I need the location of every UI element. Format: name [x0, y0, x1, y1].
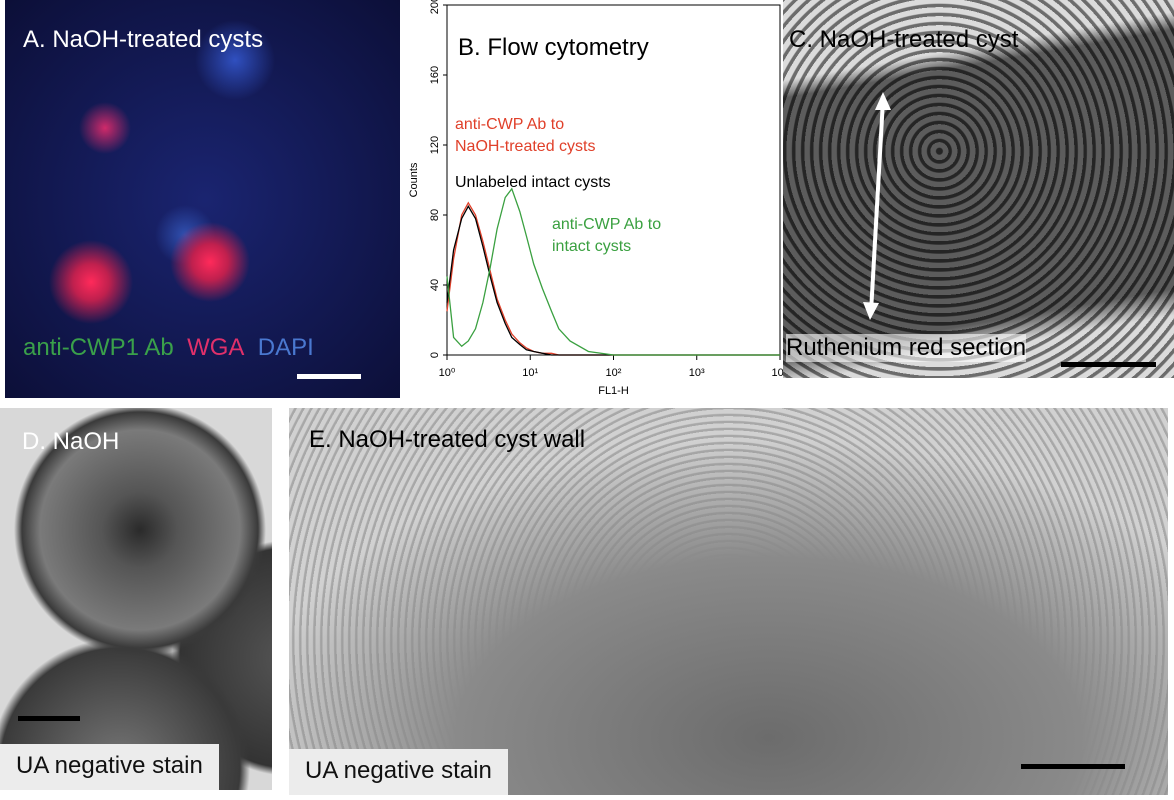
scale-bar	[297, 374, 361, 379]
stain-label: DAPI	[257, 334, 314, 361]
panel-title: A. NaOH-treated cysts	[23, 26, 264, 53]
scale-bar	[1061, 362, 1156, 367]
series-line	[446, 204, 780, 356]
x-tick-label: 10⁴	[772, 367, 783, 379]
panel-e: E. NaOH-treated cyst wall UA negative st…	[289, 408, 1168, 795]
y-tick-label: 80	[429, 209, 441, 221]
panel-caption: UA negative stain	[0, 744, 219, 790]
y-axis-label: Counts	[408, 162, 420, 197]
panel-a: A. NaOH-treated cysts anti-CWP1 Ab WGA D…	[5, 0, 400, 398]
series-label: anti-CWP Ab to intact cysts	[552, 216, 662, 255]
x-tick-label: 10²	[606, 367, 622, 379]
y-tick-label: 160	[429, 66, 441, 84]
stain-label: WGA	[187, 334, 245, 361]
x-tick-label: 10⁰	[439, 367, 456, 379]
series-label: anti-CWP Ab to NaOH-treated cysts	[455, 116, 596, 155]
panel-c: C. NaOH-treated cyst Ruthenium red secti…	[783, 0, 1174, 378]
panel-title: D. NaOH	[22, 428, 120, 455]
y-tick-label: 0	[429, 352, 441, 358]
panel-title: B. Flow cytometry	[458, 34, 649, 61]
panel-d: D. NaOH UA negative stain	[0, 408, 272, 790]
panel-title: C. NaOH-treated cyst	[789, 26, 1019, 53]
scale-bar	[1021, 764, 1125, 769]
panel-caption: UA negative stain	[289, 749, 508, 795]
flow-chart: 0 40 80 120 160 200 10⁰ 10¹ 10² 10³ 10⁴ FL1-H Counts	[408, 0, 783, 397]
y-tick-label: 200	[429, 0, 441, 14]
x-tick-label: 10³	[689, 367, 705, 379]
y-tick-label: 40	[429, 279, 441, 291]
panel-title: E. NaOH-treated cyst wall	[309, 426, 586, 453]
series-label: Unlabeled intact cysts	[455, 174, 611, 191]
stain-legend: anti-CWP1 Ab WGA DAPI	[23, 334, 314, 362]
series-line	[446, 187, 780, 356]
x-axis-label: FL1-H	[598, 385, 629, 397]
stain-label: anti-CWP1 Ab	[23, 334, 174, 361]
panel-caption: Ruthenium red section	[786, 334, 1027, 362]
y-tick-label: 120	[429, 136, 441, 154]
x-tick-label: 10¹	[522, 367, 538, 379]
arrow	[863, 92, 891, 320]
scale-bar	[18, 716, 80, 721]
